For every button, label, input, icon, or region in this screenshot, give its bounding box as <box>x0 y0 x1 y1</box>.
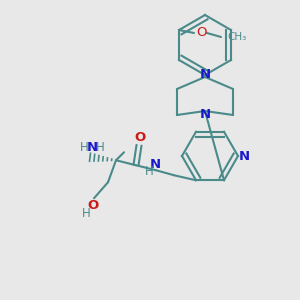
Text: N: N <box>200 68 211 80</box>
Text: H: H <box>80 141 88 154</box>
Text: H: H <box>96 141 104 154</box>
Text: N: N <box>238 149 250 163</box>
Text: H: H <box>145 165 153 178</box>
Text: O: O <box>87 199 99 212</box>
Text: N: N <box>86 141 98 154</box>
Text: N: N <box>200 107 211 121</box>
Text: N: N <box>149 158 161 171</box>
Text: CH₃: CH₃ <box>227 32 246 42</box>
Text: O: O <box>196 26 206 40</box>
Text: O: O <box>134 131 146 144</box>
Text: H: H <box>82 207 90 220</box>
